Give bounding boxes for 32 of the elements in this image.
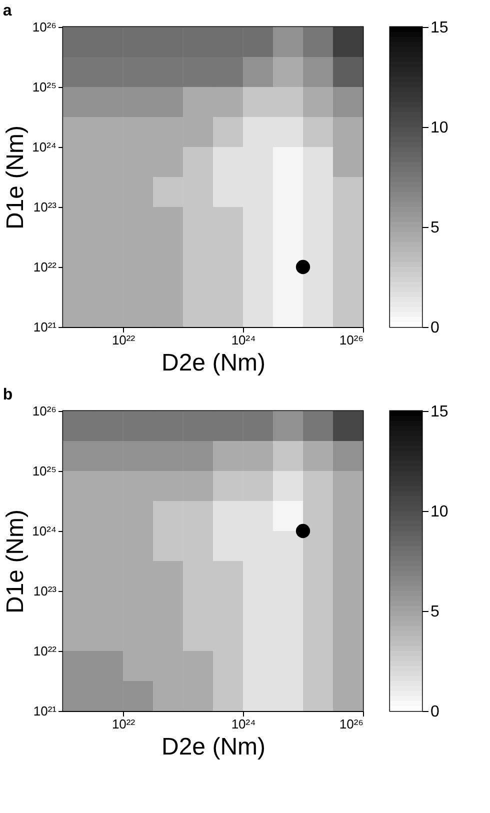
- y-tick-label: 10²⁴: [32, 140, 56, 154]
- x-tick-label: 10²⁴: [231, 332, 256, 348]
- y-tick-label: 10²⁶: [32, 404, 56, 418]
- y-tick-label: 10²⁵: [32, 80, 56, 94]
- x-tick-label: 10²⁴: [231, 716, 256, 732]
- y-axis-title: D1e (Nm): [2, 125, 30, 230]
- y-tick-label: 10²⁴: [32, 524, 56, 538]
- y-tick-label: 10²³: [33, 584, 58, 598]
- x-tick-label: 10²²: [112, 332, 136, 348]
- y-tick-label: 10²⁶: [32, 20, 56, 34]
- chart-title: a: [2, 2, 12, 20]
- color-bar-label: 0: [430, 320, 440, 336]
- y-tick-label: 10²⁵: [32, 464, 56, 478]
- y-tick-label: 10²²: [33, 260, 58, 274]
- x-axis-title: D2e (Nm): [161, 350, 266, 376]
- color-bar-label: 10: [430, 120, 448, 136]
- y-axis-title: D1e (Nm): [2, 509, 30, 614]
- color-bar-label: 15: [430, 20, 448, 36]
- color-bar-label: 15: [430, 404, 448, 420]
- x-tick-label: 10²⁶: [339, 332, 364, 348]
- y-tick-label: 10²¹: [33, 320, 58, 334]
- color-bar-label: 10: [430, 504, 448, 520]
- x-tick-label: 10²⁶: [339, 716, 364, 732]
- y-tick-label: 10²²: [33, 644, 58, 658]
- color-bar-label: 0: [430, 704, 440, 720]
- x-tick-label: 10²²: [112, 716, 136, 732]
- chart-title: b: [2, 386, 13, 404]
- x-axis-title: D2e (Nm): [161, 734, 266, 760]
- color-bar-label: 5: [430, 604, 440, 620]
- y-tick-label: 10²³: [33, 200, 58, 214]
- color-bar-label: 5: [430, 220, 440, 236]
- y-tick-label: 10²¹: [33, 704, 58, 718]
